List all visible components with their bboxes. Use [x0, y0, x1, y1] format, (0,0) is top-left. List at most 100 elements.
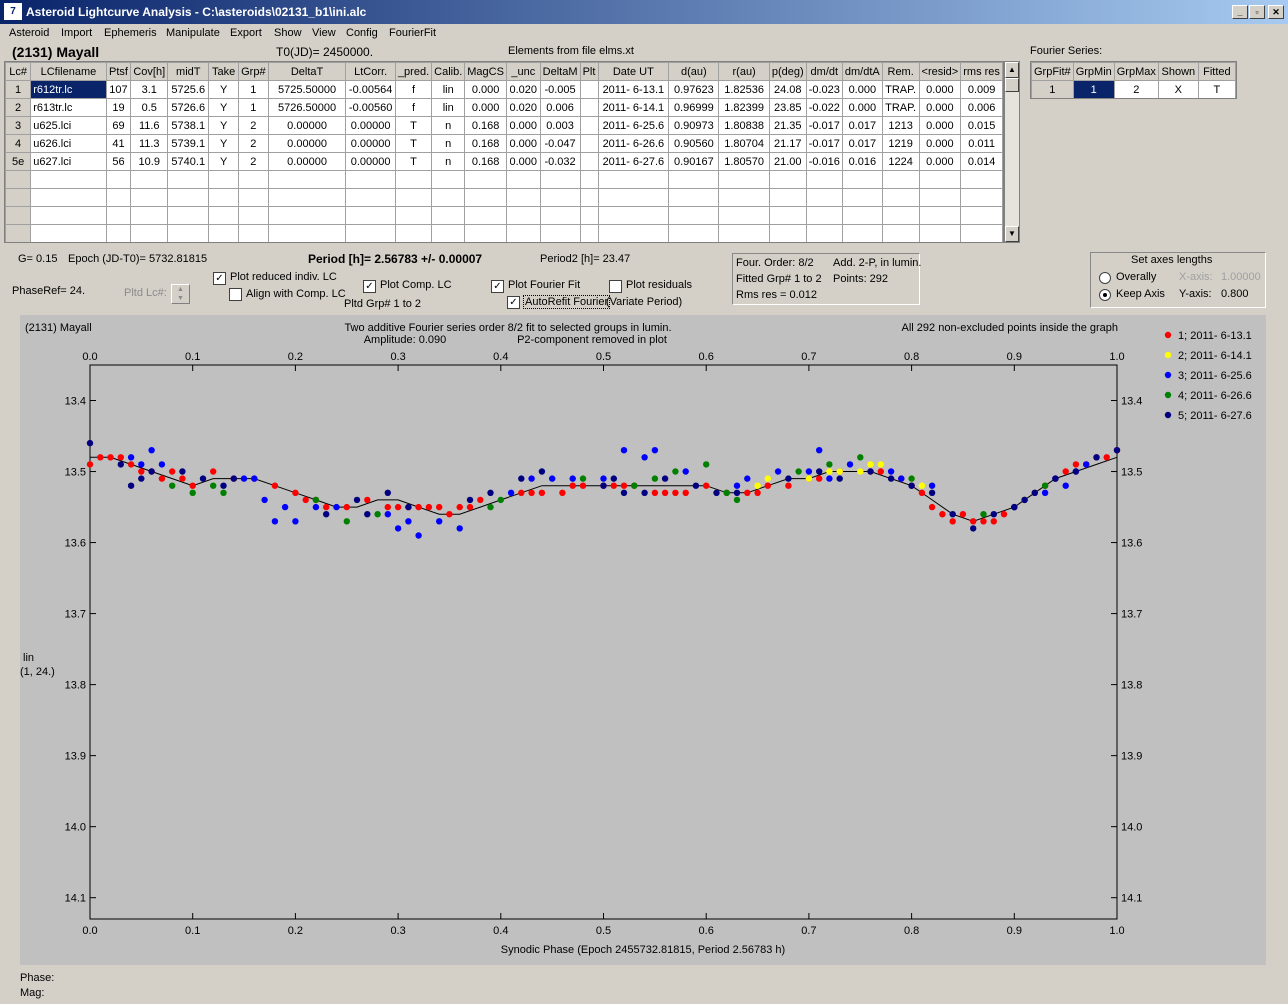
- table-cell[interactable]: [805, 206, 843, 225]
- table-cell[interactable]: 0.96999: [668, 98, 720, 117]
- scroll-down-icon[interactable]: ▼: [1005, 226, 1019, 242]
- table-cell[interactable]: 11.6: [130, 116, 169, 135]
- table-cell[interactable]: [768, 206, 807, 225]
- table-cell[interactable]: [208, 224, 239, 242]
- table-cell[interactable]: 0.000: [918, 98, 962, 117]
- column-header[interactable]: Lc#: [5, 62, 32, 81]
- lightcurve-chart[interactable]: (2131) Mayall Two additive Fourier serie…: [20, 315, 1266, 965]
- column-header[interactable]: Ptsf: [105, 62, 132, 81]
- table-cell[interactable]: [579, 98, 599, 117]
- column-header[interactable]: Cov[h]: [130, 62, 169, 81]
- table-cell[interactable]: [805, 224, 843, 242]
- table-cell[interactable]: [105, 206, 132, 225]
- table-cell[interactable]: [841, 170, 883, 189]
- table-cell[interactable]: 5739.1: [167, 134, 210, 153]
- table-cell[interactable]: T: [394, 134, 433, 153]
- table-cell[interactable]: [267, 224, 347, 242]
- plot-residuals-checkbox[interactable]: [609, 280, 622, 293]
- menu-manipulate[interactable]: Manipulate: [166, 27, 220, 39]
- table-cell[interactable]: [267, 188, 347, 207]
- table-cell[interactable]: [394, 206, 433, 225]
- table-cell[interactable]: [841, 224, 883, 242]
- table-cell[interactable]: 1219: [881, 134, 920, 153]
- scroll-up-icon[interactable]: ▲: [1005, 62, 1019, 78]
- autorefit-checkbox[interactable]: ✓: [507, 296, 520, 309]
- table-cell[interactable]: [579, 206, 599, 225]
- column-header[interactable]: Date UT: [597, 62, 670, 81]
- table-cell[interactable]: [718, 224, 770, 242]
- table-cell[interactable]: [105, 188, 132, 207]
- table-cell[interactable]: 10.9: [130, 152, 169, 171]
- table-cell[interactable]: -0.005: [539, 80, 581, 99]
- column-header[interactable]: DeltaT: [267, 62, 347, 81]
- table-cell[interactable]: [579, 134, 599, 153]
- table-cell[interactable]: [881, 188, 920, 207]
- table-cell[interactable]: 1.82536: [718, 80, 770, 99]
- table-cell[interactable]: u625.lci: [30, 116, 107, 135]
- table-cell[interactable]: [579, 80, 599, 99]
- table-cell[interactable]: [579, 170, 599, 189]
- table-cell[interactable]: [5, 224, 32, 242]
- table-cell[interactable]: [208, 170, 239, 189]
- table-cell[interactable]: [237, 224, 269, 242]
- table-cell[interactable]: 21.17: [768, 134, 807, 153]
- table-cell[interactable]: 69: [105, 116, 132, 135]
- table-cell[interactable]: [505, 170, 541, 189]
- table-cell[interactable]: -0.032: [539, 152, 581, 171]
- column-header[interactable]: DeltaM: [539, 62, 581, 81]
- table-cell[interactable]: 0.168: [464, 152, 507, 171]
- table-cell[interactable]: [505, 206, 541, 225]
- table-cell[interactable]: 2: [5, 98, 32, 117]
- table-cell[interactable]: -0.00564: [345, 80, 396, 99]
- table-cell[interactable]: [5, 170, 32, 189]
- table-row[interactable]: 2 r613tr.lc 19 0.5 5726.6 Y 1 5726.50000 -0.0056…: [5, 98, 1003, 117]
- table-cell[interactable]: [464, 188, 507, 207]
- table-cell[interactable]: [167, 206, 210, 225]
- table-cell[interactable]: 0.000: [918, 152, 962, 171]
- table-cell[interactable]: [505, 224, 541, 242]
- table-cell[interactable]: [918, 170, 962, 189]
- table-cell[interactable]: 2011- 6-26.6: [597, 134, 670, 153]
- table-cell[interactable]: 1.82399: [718, 98, 770, 117]
- table-cell[interactable]: [597, 224, 670, 242]
- table-cell[interactable]: 0.00000: [345, 152, 396, 171]
- table-cell[interactable]: -0.016: [805, 152, 843, 171]
- table-cell[interactable]: 0.000: [918, 116, 962, 135]
- fourier-cell[interactable]: T: [1197, 80, 1236, 98]
- table-cell[interactable]: 0.00000: [345, 134, 396, 153]
- column-header[interactable]: LtCorr.: [345, 62, 396, 81]
- table-cell[interactable]: lin: [431, 98, 466, 117]
- plot-reduced-checkbox[interactable]: ✓: [213, 272, 226, 285]
- scroll-thumb[interactable]: [1005, 78, 1019, 92]
- empty-table-row[interactable]: [5, 170, 1003, 189]
- menu-config[interactable]: Config: [346, 27, 378, 39]
- table-cell[interactable]: [464, 206, 507, 225]
- table-cell[interactable]: -0.022: [805, 98, 843, 117]
- column-header[interactable]: Rem.: [881, 62, 920, 81]
- table-cell[interactable]: Y: [208, 98, 239, 117]
- table-cell[interactable]: 0.00000: [267, 134, 347, 153]
- table-cell[interactable]: 3.1: [130, 80, 169, 99]
- empty-table-row[interactable]: [5, 224, 1003, 242]
- empty-table-row[interactable]: [5, 206, 1003, 225]
- table-cell[interactable]: [539, 170, 581, 189]
- table-cell[interactable]: r612tr.lc: [30, 80, 107, 99]
- table-cell[interactable]: [960, 170, 1003, 189]
- column-header[interactable]: <resid>: [918, 62, 962, 81]
- table-cell[interactable]: 21.35: [768, 116, 807, 135]
- table-cell[interactable]: 0.020: [505, 80, 541, 99]
- table-cell[interactable]: [208, 188, 239, 207]
- table-cell[interactable]: [237, 170, 269, 189]
- table-cell[interactable]: [237, 188, 269, 207]
- table-cell[interactable]: Y: [208, 152, 239, 171]
- table-cell[interactable]: [237, 206, 269, 225]
- table-cell[interactable]: [5, 188, 32, 207]
- table-cell[interactable]: 0.000: [505, 152, 541, 171]
- column-header[interactable]: r(au): [718, 62, 770, 81]
- table-cell[interactable]: 0.000: [505, 116, 541, 135]
- table-cell[interactable]: T: [394, 152, 433, 171]
- table-cell[interactable]: 5738.1: [167, 116, 210, 135]
- table-cell[interactable]: [30, 206, 107, 225]
- table-cell[interactable]: Y: [208, 134, 239, 153]
